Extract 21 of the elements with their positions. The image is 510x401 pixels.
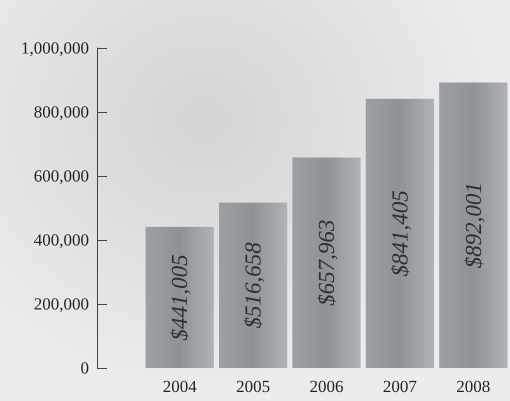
bar: [366, 98, 434, 368]
y-tick-label: 0: [80, 358, 89, 378]
y-tick-label: 1,000,000: [21, 38, 89, 58]
bar: [439, 82, 508, 368]
data-label: $516,658: [240, 242, 266, 328]
x-tick-label: 2006: [310, 377, 344, 396]
data-label: $441,005: [167, 254, 192, 341]
x-tick-label: 2007: [382, 377, 418, 396]
data-label: $841,405: [387, 190, 412, 276]
y-tick-label: 800,000: [34, 102, 89, 122]
y-tick-label: 600,000: [34, 166, 89, 186]
y-tick-label: 400,000: [34, 230, 89, 250]
x-tick-label: 2004: [162, 377, 198, 396]
data-label: $892,001: [460, 182, 486, 268]
bar: [292, 157, 361, 368]
bar: [146, 226, 214, 368]
bar: [218, 202, 288, 368]
data-label: $657,963: [314, 220, 339, 306]
x-tick-label: 2008: [456, 377, 490, 396]
y-tick-label: 200,000: [34, 294, 89, 314]
x-tick-label: 2005: [236, 377, 270, 396]
